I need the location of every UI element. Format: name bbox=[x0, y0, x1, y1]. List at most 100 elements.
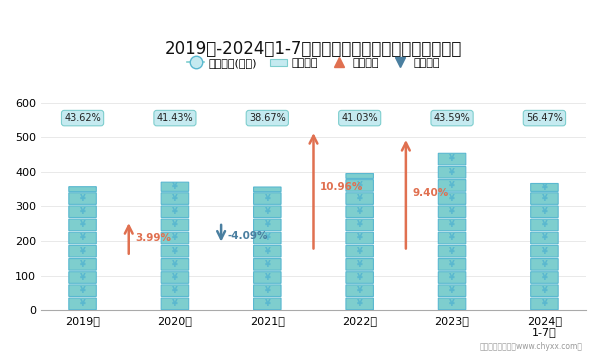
Text: ¥: ¥ bbox=[449, 207, 455, 216]
FancyBboxPatch shape bbox=[438, 193, 466, 204]
FancyBboxPatch shape bbox=[69, 258, 96, 270]
Text: ¥: ¥ bbox=[449, 286, 455, 295]
Text: ¥: ¥ bbox=[542, 220, 548, 229]
FancyBboxPatch shape bbox=[69, 206, 96, 218]
Text: ¥: ¥ bbox=[172, 286, 178, 295]
FancyBboxPatch shape bbox=[346, 180, 373, 191]
Text: ¥: ¥ bbox=[172, 182, 178, 191]
Text: ¥: ¥ bbox=[357, 286, 362, 295]
Text: ¥: ¥ bbox=[542, 234, 548, 242]
FancyBboxPatch shape bbox=[531, 219, 558, 231]
Text: ¥: ¥ bbox=[264, 220, 270, 229]
FancyBboxPatch shape bbox=[438, 206, 466, 218]
FancyBboxPatch shape bbox=[438, 272, 466, 283]
Text: ¥: ¥ bbox=[449, 273, 455, 282]
FancyBboxPatch shape bbox=[531, 193, 558, 204]
Text: ¥: ¥ bbox=[172, 220, 178, 229]
Text: ¥: ¥ bbox=[80, 194, 85, 203]
Text: ¥: ¥ bbox=[449, 299, 455, 308]
Text: ¥: ¥ bbox=[357, 247, 362, 256]
FancyBboxPatch shape bbox=[346, 272, 373, 283]
Text: ¥: ¥ bbox=[264, 260, 270, 269]
Text: ¥: ¥ bbox=[357, 181, 362, 190]
Text: ¥: ¥ bbox=[172, 299, 178, 308]
Text: ¥: ¥ bbox=[172, 273, 178, 282]
Text: 38.67%: 38.67% bbox=[249, 113, 285, 123]
FancyBboxPatch shape bbox=[346, 232, 373, 244]
FancyBboxPatch shape bbox=[438, 245, 466, 257]
Text: ¥: ¥ bbox=[264, 299, 270, 308]
Text: ¥: ¥ bbox=[449, 234, 455, 242]
FancyBboxPatch shape bbox=[438, 258, 466, 270]
FancyBboxPatch shape bbox=[161, 272, 189, 283]
FancyBboxPatch shape bbox=[161, 245, 189, 257]
Text: ¥: ¥ bbox=[357, 273, 362, 282]
FancyBboxPatch shape bbox=[69, 187, 96, 192]
FancyBboxPatch shape bbox=[531, 285, 558, 297]
Text: ¥: ¥ bbox=[80, 234, 85, 242]
Text: ¥: ¥ bbox=[80, 286, 85, 295]
FancyBboxPatch shape bbox=[438, 285, 466, 297]
FancyBboxPatch shape bbox=[254, 187, 281, 192]
Legend: 累计保费(亿元), 寿险占比, 同比增加, 同比减少: 累计保费(亿元), 寿险占比, 同比增加, 同比减少 bbox=[183, 54, 444, 73]
Text: ¥: ¥ bbox=[542, 207, 548, 216]
FancyBboxPatch shape bbox=[161, 298, 189, 310]
Text: ¥: ¥ bbox=[264, 273, 270, 282]
Text: ¥: ¥ bbox=[449, 260, 455, 269]
FancyBboxPatch shape bbox=[254, 193, 281, 204]
FancyBboxPatch shape bbox=[531, 232, 558, 244]
Text: ¥: ¥ bbox=[264, 194, 270, 203]
Text: ¥: ¥ bbox=[80, 247, 85, 256]
FancyBboxPatch shape bbox=[346, 173, 373, 178]
Text: ¥: ¥ bbox=[172, 207, 178, 216]
Text: ¥: ¥ bbox=[449, 247, 455, 256]
Text: ¥: ¥ bbox=[264, 234, 270, 242]
Text: ¥: ¥ bbox=[264, 207, 270, 216]
Title: 2019年-2024年1-7月宁波市累计原保险保费收入统计图: 2019年-2024年1-7月宁波市累计原保险保费收入统计图 bbox=[165, 40, 462, 58]
Text: ¥: ¥ bbox=[542, 247, 548, 256]
FancyBboxPatch shape bbox=[69, 245, 96, 257]
Text: ¥: ¥ bbox=[357, 260, 362, 269]
FancyBboxPatch shape bbox=[531, 298, 558, 310]
Text: 43.59%: 43.59% bbox=[434, 113, 471, 123]
FancyBboxPatch shape bbox=[346, 193, 373, 204]
FancyBboxPatch shape bbox=[531, 245, 558, 257]
FancyBboxPatch shape bbox=[346, 258, 373, 270]
Text: ¥: ¥ bbox=[542, 299, 548, 308]
Text: ¥: ¥ bbox=[449, 194, 455, 203]
Text: ¥: ¥ bbox=[449, 168, 455, 177]
Text: ¥: ¥ bbox=[542, 194, 548, 203]
Text: ¥: ¥ bbox=[357, 220, 362, 229]
FancyBboxPatch shape bbox=[346, 206, 373, 218]
FancyBboxPatch shape bbox=[254, 232, 281, 244]
FancyBboxPatch shape bbox=[254, 245, 281, 257]
FancyBboxPatch shape bbox=[69, 193, 96, 204]
Text: ¥: ¥ bbox=[542, 260, 548, 269]
Text: ¥: ¥ bbox=[264, 247, 270, 256]
FancyBboxPatch shape bbox=[531, 183, 558, 192]
FancyBboxPatch shape bbox=[161, 182, 189, 191]
Text: 56.47%: 56.47% bbox=[526, 113, 563, 123]
FancyBboxPatch shape bbox=[531, 258, 558, 270]
Text: ¥: ¥ bbox=[449, 181, 455, 190]
FancyBboxPatch shape bbox=[438, 180, 466, 191]
FancyBboxPatch shape bbox=[531, 206, 558, 218]
FancyBboxPatch shape bbox=[438, 219, 466, 231]
FancyBboxPatch shape bbox=[69, 219, 96, 231]
FancyBboxPatch shape bbox=[254, 258, 281, 270]
Text: 41.03%: 41.03% bbox=[341, 113, 378, 123]
FancyBboxPatch shape bbox=[438, 232, 466, 244]
FancyBboxPatch shape bbox=[254, 206, 281, 218]
Text: ¥: ¥ bbox=[357, 194, 362, 203]
Text: ¥: ¥ bbox=[80, 220, 85, 229]
FancyBboxPatch shape bbox=[438, 167, 466, 178]
FancyBboxPatch shape bbox=[161, 232, 189, 244]
FancyBboxPatch shape bbox=[254, 219, 281, 231]
Text: ¥: ¥ bbox=[80, 299, 85, 308]
FancyBboxPatch shape bbox=[161, 285, 189, 297]
FancyBboxPatch shape bbox=[69, 232, 96, 244]
Text: 10.96%: 10.96% bbox=[320, 182, 364, 192]
Text: 41.43%: 41.43% bbox=[157, 113, 194, 123]
FancyBboxPatch shape bbox=[161, 258, 189, 270]
FancyBboxPatch shape bbox=[346, 245, 373, 257]
